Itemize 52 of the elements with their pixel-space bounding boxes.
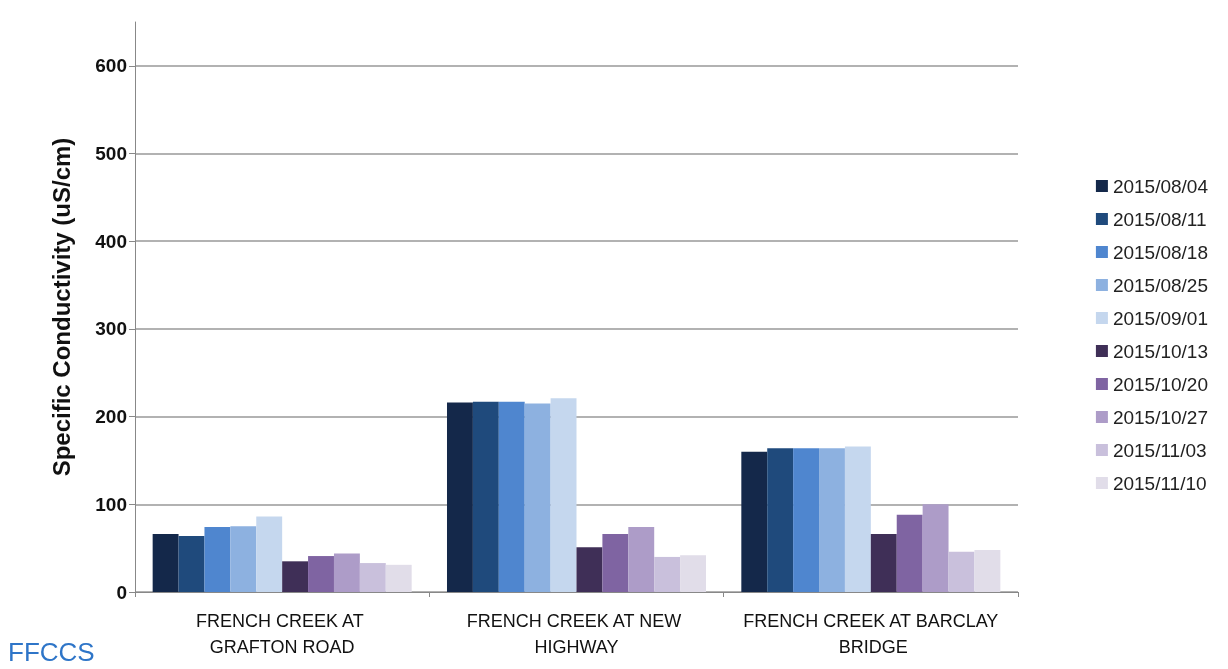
bar: [654, 556, 681, 592]
bar: [178, 535, 205, 592]
y-axis-title: Specific Conductivity (uS/cm): [47, 137, 75, 477]
bar: [446, 402, 473, 592]
legend-label: 2015/10/27: [1112, 406, 1208, 428]
y-tick-label: 300: [95, 318, 127, 340]
y-tick-label: 100: [95, 493, 127, 515]
bar: [767, 448, 794, 592]
y-tick-label: 600: [95, 55, 127, 77]
bar: [308, 556, 334, 592]
bar: [472, 401, 499, 592]
bar: [896, 514, 923, 592]
bar: [974, 549, 1001, 592]
y-tick-label: 400: [95, 230, 127, 252]
bar: [230, 526, 257, 592]
x-tick-label: FRENCH CREEK AT NEW HIGHWAY: [466, 611, 687, 657]
bar: [385, 564, 412, 592]
bar: [550, 398, 577, 592]
bar: [628, 527, 655, 592]
legend-label: 2015/08/11: [1112, 208, 1207, 230]
bar: [602, 534, 629, 592]
bar: [922, 504, 949, 592]
bar: [793, 448, 820, 592]
bar: [359, 563, 386, 592]
y-tick-label: 500: [95, 143, 127, 165]
y-tick-label: 200: [95, 406, 127, 428]
y-tick-label: 0: [116, 581, 127, 603]
bar: [870, 534, 897, 592]
legend-label: 2015/10/13: [1112, 340, 1208, 362]
bar: [498, 401, 525, 592]
legend-label: 2015/09/01: [1112, 307, 1208, 329]
legend-label: 2015/11/10: [1112, 472, 1207, 494]
x-tick-label: FRENCH CREEK AT BARCLAY BRIDGE: [743, 611, 999, 657]
legend-label: 2015/08/04: [1112, 175, 1209, 197]
legend-label: 2015/08/18: [1112, 241, 1208, 263]
bar: [333, 553, 360, 592]
bar: [844, 446, 871, 592]
text: FFCCS: [8, 637, 95, 667]
bar: [680, 555, 707, 592]
legend-label: 2015/08/25: [1112, 274, 1208, 296]
bar: [948, 551, 975, 592]
bar: [576, 547, 603, 592]
bar: [282, 561, 309, 592]
bar: [741, 451, 768, 592]
bar: [204, 527, 231, 592]
x-tick-label: FRENCH CREEK AT GRAFTON ROAD: [195, 611, 369, 657]
legend-label: 2015/11/03: [1112, 439, 1207, 461]
bar: [524, 403, 551, 592]
bar: [256, 516, 283, 592]
bar: [152, 534, 179, 592]
legend-label: 2015/10/20: [1112, 373, 1208, 395]
bar: [819, 448, 845, 592]
